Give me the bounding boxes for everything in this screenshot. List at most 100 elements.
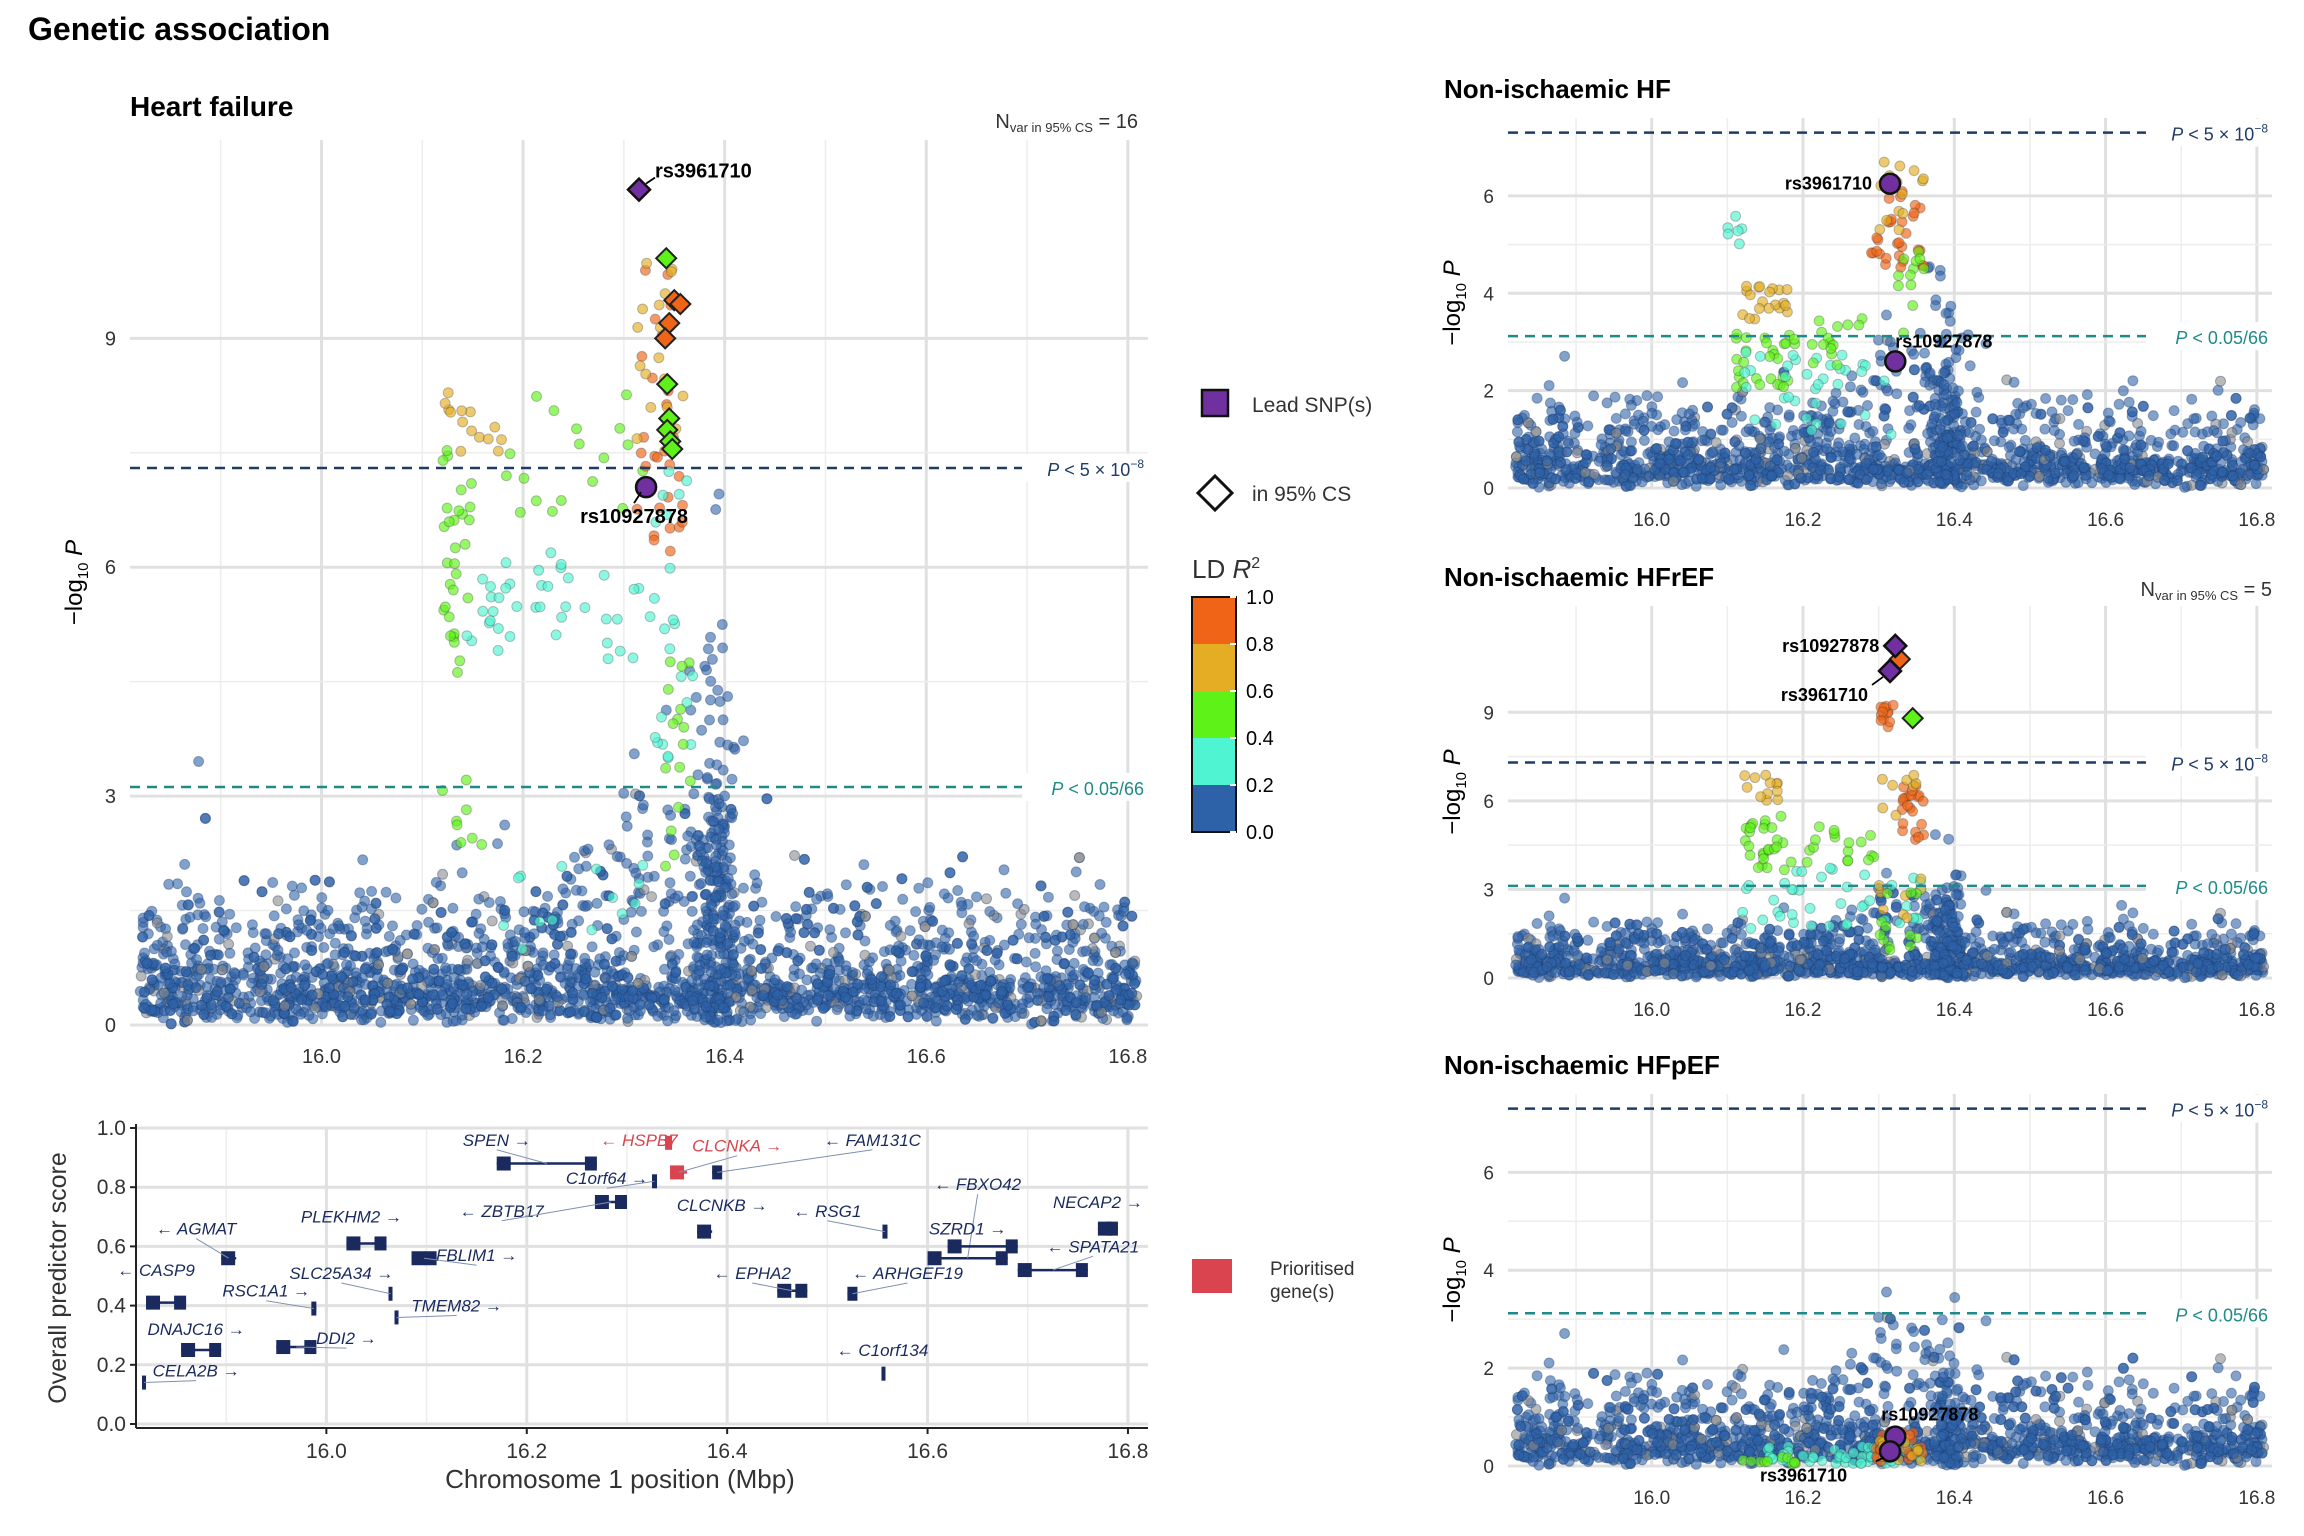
snp-point <box>2035 408 2047 420</box>
snp-point <box>1677 466 1689 478</box>
snp-point <box>473 928 485 939</box>
snp-point <box>1625 399 1637 411</box>
snp-point <box>460 1003 472 1015</box>
snp-point <box>1522 417 1534 429</box>
snp-point <box>325 970 337 982</box>
snp-point <box>569 851 580 863</box>
snp-point <box>852 929 864 941</box>
snp-point-ld <box>498 920 510 931</box>
snp-point-ld <box>504 631 516 642</box>
snp-point-ld <box>441 445 453 456</box>
snp-point <box>383 930 395 942</box>
snp-point <box>1070 1009 1082 1021</box>
snp-point <box>1992 468 2004 479</box>
snp-point <box>896 873 908 885</box>
snp-point <box>337 1011 349 1023</box>
snp-point-ld <box>571 423 582 435</box>
snp-point <box>141 957 153 969</box>
snp-point <box>1938 379 1950 390</box>
snp-point <box>748 900 760 912</box>
x-tick-label: 16.4 <box>1936 510 1973 531</box>
snp-point <box>1080 992 1092 1004</box>
snp-point <box>844 1003 856 1015</box>
snp-point <box>306 989 318 1001</box>
snp-point <box>591 897 603 909</box>
snp-point <box>780 913 792 924</box>
snp-point <box>904 925 916 937</box>
snp-point-ld <box>461 630 473 642</box>
snp-point <box>247 927 259 939</box>
snp-point <box>1971 386 1983 398</box>
snp-point <box>2014 446 2025 458</box>
snp-point-ld <box>632 321 644 333</box>
snp-point <box>630 867 642 879</box>
snp-point <box>722 739 734 751</box>
snp-point <box>211 986 223 997</box>
snp-point <box>158 987 170 999</box>
snp-point-ld <box>466 832 478 844</box>
snp-point <box>1068 969 1080 981</box>
snp-point <box>2019 434 2031 446</box>
snp-point <box>1960 469 1972 481</box>
snp-point-ld <box>674 761 686 773</box>
snp-point <box>694 965 705 977</box>
snp-point <box>427 897 439 909</box>
snp-point <box>743 955 755 967</box>
snp-point <box>858 994 870 1006</box>
snp-point <box>380 886 392 898</box>
snp-point-ld <box>687 670 699 682</box>
snp-point <box>686 905 698 917</box>
snp-point-ld <box>451 819 463 831</box>
snp-point <box>476 1001 487 1012</box>
snp-point-ld <box>548 405 560 417</box>
snp-point <box>847 967 859 978</box>
snp-point <box>1550 473 1561 485</box>
snp-point <box>700 888 712 900</box>
snp-point <box>951 937 963 949</box>
y-tick-label: 0 <box>1483 479 1494 500</box>
snp-point <box>498 1014 510 1026</box>
snp-point <box>921 1010 933 1022</box>
snp-point <box>195 963 207 975</box>
snp-point <box>722 872 734 884</box>
snp-point-ld <box>637 859 649 871</box>
snp-point <box>499 904 511 916</box>
snp-point <box>616 983 628 995</box>
snp-point <box>781 981 793 993</box>
snp-point-ld <box>550 629 562 641</box>
snp-point <box>1510 451 1522 463</box>
snp-point <box>730 1015 742 1026</box>
snp-point <box>354 887 366 899</box>
snp-point <box>1837 396 1849 408</box>
snp-point <box>1534 467 1546 479</box>
snp-point <box>272 944 284 956</box>
snp-point <box>701 937 712 948</box>
snp-point-ld <box>644 611 656 623</box>
snp-point <box>859 949 871 961</box>
snp-point <box>1058 958 1070 969</box>
snp-point-ld <box>660 860 671 872</box>
snp-point <box>296 994 308 1005</box>
snp-point <box>1553 431 1565 443</box>
snp-point-ld <box>616 908 628 920</box>
snp-point <box>1533 435 1545 447</box>
snp-point <box>359 915 371 927</box>
snp-point <box>1844 381 1856 393</box>
snp-point <box>1997 426 2009 438</box>
snp-point <box>705 631 716 643</box>
snp-point <box>716 619 728 630</box>
snp-point <box>1030 961 1042 973</box>
snp-point <box>197 923 209 934</box>
snp-point-ld <box>684 775 696 787</box>
snp-point-ld <box>477 605 489 617</box>
snp-point <box>284 931 296 943</box>
snp-point <box>542 890 554 902</box>
snp-point <box>688 936 700 948</box>
snp-point <box>329 937 341 949</box>
snp-point <box>1601 397 1613 409</box>
snp-point <box>963 918 975 930</box>
snp-point-ld <box>640 460 652 472</box>
snp-point <box>803 886 815 898</box>
snp-point <box>580 973 592 985</box>
snp-point <box>956 907 968 919</box>
